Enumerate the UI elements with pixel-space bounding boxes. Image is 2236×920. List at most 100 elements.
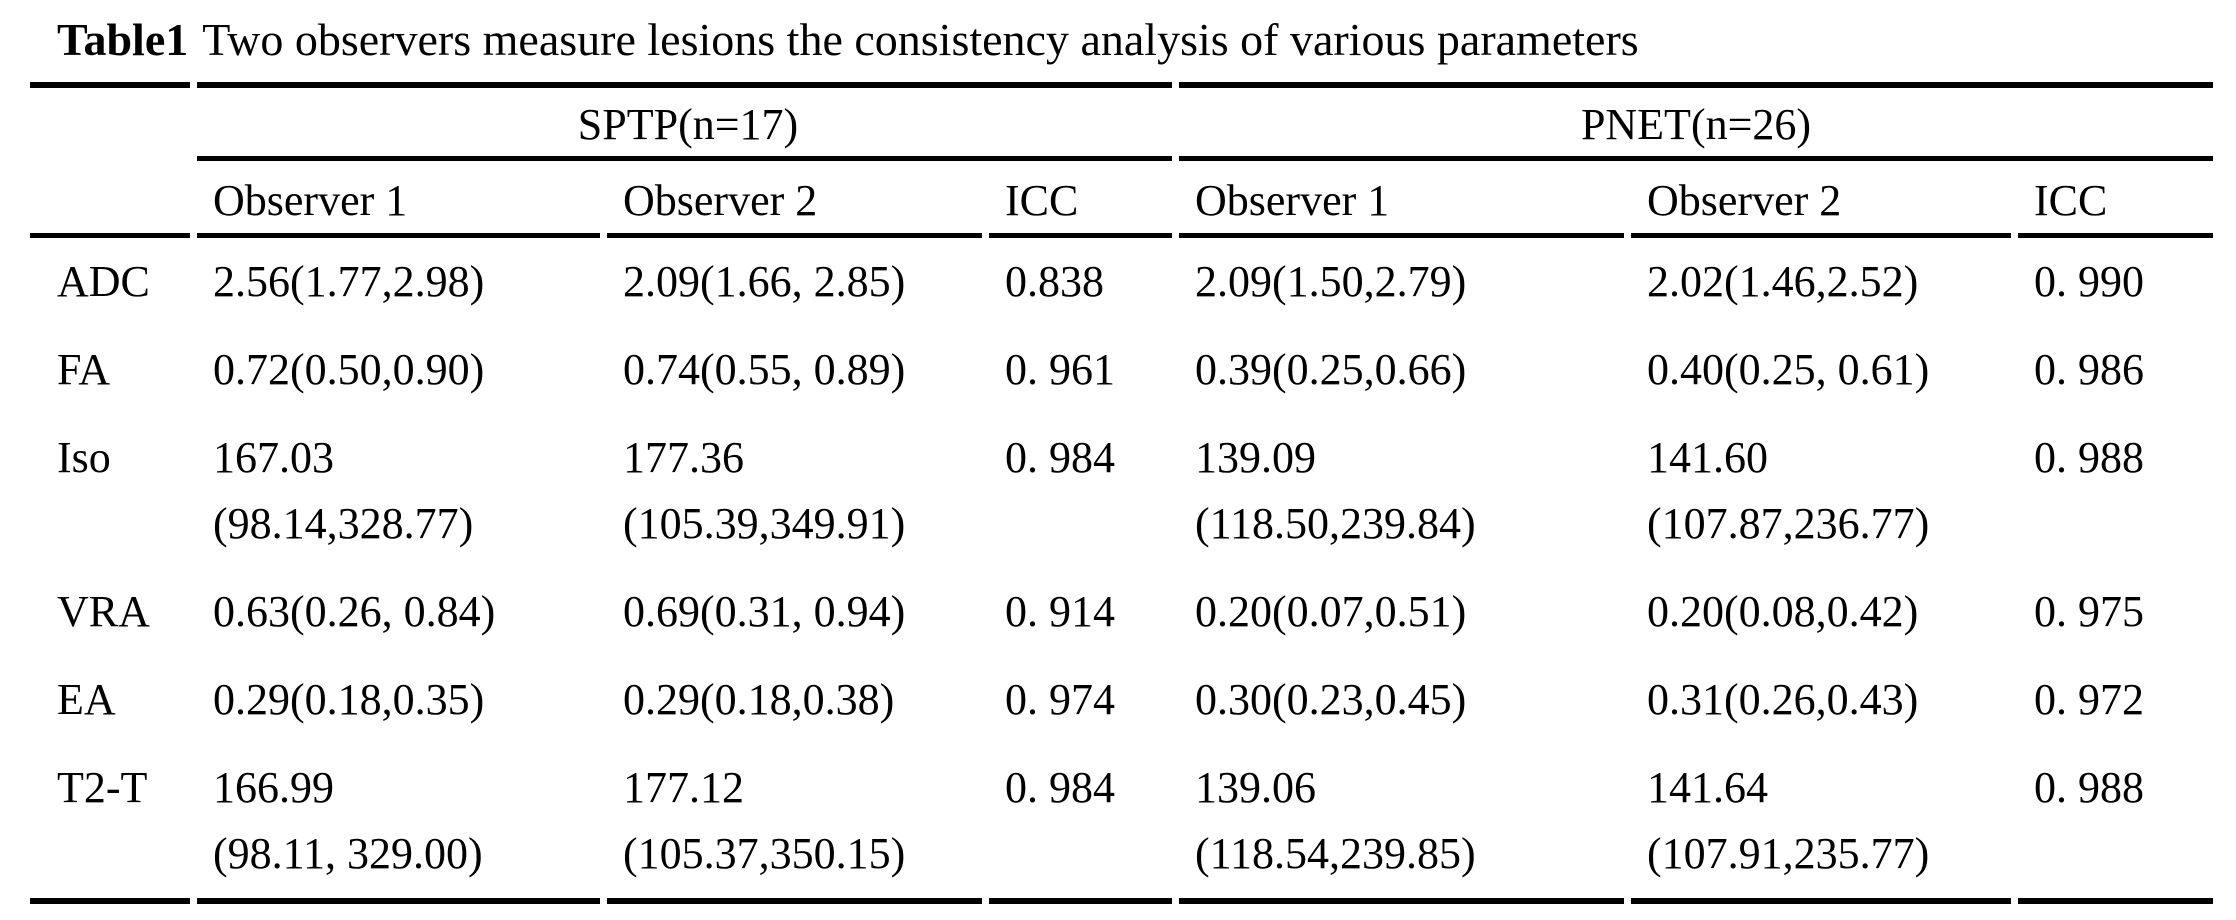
table-caption-text: Two observers measure lesions the consis… [202, 14, 1639, 65]
t2t-sptp-icc: 0. 984 [1005, 763, 1115, 812]
top-rule-pnet [1179, 82, 2213, 88]
adc-pnet-observer2: 2.02(1.46,2.52) [1631, 238, 2018, 326]
ea-sptp-observer2: 0.29(0.18,0.38) [607, 656, 989, 744]
fa-pnet-observer2: 0.40(0.25, 0.61) [1631, 326, 2018, 414]
value-line: 0.29(0.18,0.38) [623, 675, 895, 724]
value-line: 166.99 [213, 763, 334, 812]
value-line2: (118.50,239.84) [1195, 499, 1476, 548]
column-header-pnet-observer1: Observer 1 [1195, 176, 1390, 225]
iso-pnet-icc: 0. 988 [2034, 433, 2144, 482]
value-line: 0.30(0.23,0.45) [1195, 675, 1467, 724]
consistency-table: Table1 Two observers measure lesions the … [30, 0, 2213, 904]
t2t-sptp-observer2: 177.12 (105.37,350.15) [607, 744, 989, 898]
bottom-rule-pnet-observer2 [1631, 898, 2011, 904]
value-line2: (107.91,235.77) [1647, 829, 1930, 878]
bottom-rule-pnet-icc [2018, 898, 2213, 904]
fa-pnet-icc: 0. 986 [2034, 345, 2144, 394]
ea-pnet-icc: 0. 972 [2034, 675, 2144, 724]
value-line2: (107.87,236.77) [1647, 499, 1930, 548]
adc-sptp-observer2: 2.09(1.66, 2.85) [607, 238, 989, 326]
value-line: 0.20(0.08,0.42) [1647, 587, 1919, 636]
iso-sptp-observer1: 167.03 (98.14,328.77) [197, 414, 607, 568]
header-rule-pnet-icc [2018, 233, 2213, 238]
value-line: 167.03 [213, 433, 334, 482]
column-header-stub [30, 161, 197, 233]
fa-sptp-observer2: 0.74(0.55, 0.89) [607, 326, 989, 414]
vra-pnet-observer2: 0.20(0.08,0.42) [1631, 568, 2018, 656]
value-line: 2.09(1.50,2.79) [1195, 257, 1467, 306]
header-rule-sptp-observer2 [607, 233, 982, 238]
group-rule-pnet [1179, 156, 2213, 161]
fa-pnet-observer1: 0.39(0.25,0.66) [1179, 326, 1631, 414]
t2t-pnet-observer2: 141.64 (107.91,235.77) [1631, 744, 2018, 898]
column-header-pnet-observer2: Observer 2 [1647, 176, 1842, 225]
value-line: 2.02(1.46,2.52) [1647, 257, 1919, 306]
bottom-rule-sptp-observer2 [607, 898, 982, 904]
vra-sptp-observer2: 0.69(0.31, 0.94) [607, 568, 989, 656]
adc-pnet-observer1: 2.09(1.50,2.79) [1179, 238, 1631, 326]
header-rule-sptp-observer1 [197, 233, 600, 238]
value-line: 0.69(0.31, 0.94) [623, 587, 906, 636]
value-line: 0.72(0.50,0.90) [213, 345, 485, 394]
value-line2: (98.14,328.77) [213, 499, 474, 548]
iso-pnet-observer2: 141.60 (107.87,236.77) [1631, 414, 2018, 568]
bottom-rule-sptp-observer1 [197, 898, 600, 904]
value-line: 0.39(0.25,0.66) [1195, 345, 1467, 394]
row-label-vra: VRA [57, 587, 150, 636]
adc-sptp-observer1: 2.56(1.77,2.98) [197, 238, 607, 326]
group-header-pnet: PNET(n=26) [1580, 100, 1812, 149]
vra-sptp-icc: 0. 914 [1005, 587, 1115, 636]
group-rule-sptp [197, 156, 1172, 161]
fa-sptp-observer1: 0.72(0.50,0.90) [197, 326, 607, 414]
t2t-sptp-observer1: 166.99 (98.11, 329.00) [197, 744, 607, 898]
value-line2: (118.54,239.85) [1195, 829, 1476, 878]
header-rule-sptp-icc [989, 233, 1172, 238]
t2t-pnet-observer1: 139.06 (118.54,239.85) [1179, 744, 1631, 898]
column-header-sptp-observer2: Observer 2 [623, 176, 818, 225]
vra-pnet-icc: 0. 975 [2034, 587, 2144, 636]
row-label-t2t: T2-T [57, 763, 148, 812]
table-caption-label: Table1 [57, 14, 189, 65]
iso-sptp-observer2: 177.36 (105.39,349.91) [607, 414, 989, 568]
group-header-stub [30, 88, 197, 156]
adc-pnet-icc: 0. 990 [2034, 257, 2144, 306]
ea-pnet-observer2: 0.31(0.26,0.43) [1631, 656, 2018, 744]
iso-pnet-observer1: 139.09 (118.50,239.84) [1179, 414, 1631, 568]
bottom-rule-pnet-observer1 [1179, 898, 1624, 904]
value-line: 177.36 [623, 433, 744, 482]
vra-pnet-observer1: 0.20(0.07,0.51) [1179, 568, 1631, 656]
column-header-pnet-icc: ICC [2034, 176, 2108, 225]
top-rule-stub [30, 82, 190, 88]
header-rule-stub [30, 233, 190, 238]
bottom-rule-stub [30, 898, 190, 904]
row-label-iso: Iso [57, 433, 111, 482]
fa-sptp-icc: 0. 961 [1005, 345, 1115, 394]
value-line2: (105.39,349.91) [623, 499, 906, 548]
header-rule-pnet-observer2 [1631, 233, 2011, 238]
row-label-ea: EA [57, 675, 116, 724]
value-line: 139.06 [1195, 763, 1316, 812]
value-line: 2.09(1.66, 2.85) [623, 257, 906, 306]
row-label-fa: FA [57, 345, 110, 394]
value-line: 0.20(0.07,0.51) [1195, 587, 1467, 636]
value-line: 141.60 [1647, 433, 1768, 482]
ea-sptp-observer1: 0.29(0.18,0.35) [197, 656, 607, 744]
iso-sptp-icc: 0. 984 [1005, 433, 1115, 482]
ea-sptp-icc: 0. 974 [1005, 675, 1115, 724]
value-line: 0.31(0.26,0.43) [1647, 675, 1919, 724]
value-line: 2.56(1.77,2.98) [213, 257, 485, 306]
column-header-sptp-observer1: Observer 1 [213, 176, 408, 225]
bottom-rule-sptp-icc [989, 898, 1172, 904]
top-rule-sptp [197, 82, 1172, 88]
group-header-sptp: SPTP(n=17) [577, 100, 799, 149]
table-caption: Table1 Two observers measure lesions the … [30, 0, 2213, 82]
value-line: 177.12 [623, 763, 744, 812]
value-line: 0.29(0.18,0.35) [213, 675, 485, 724]
value-line: 0.40(0.25, 0.61) [1647, 345, 1930, 394]
column-header-sptp-icc: ICC [1005, 176, 1079, 225]
adc-sptp-icc: 0.838 [1005, 257, 1104, 306]
value-line: 0.74(0.55, 0.89) [623, 345, 906, 394]
header-rule-pnet-observer1 [1179, 233, 1624, 238]
t2t-pnet-icc: 0. 988 [2034, 763, 2144, 812]
